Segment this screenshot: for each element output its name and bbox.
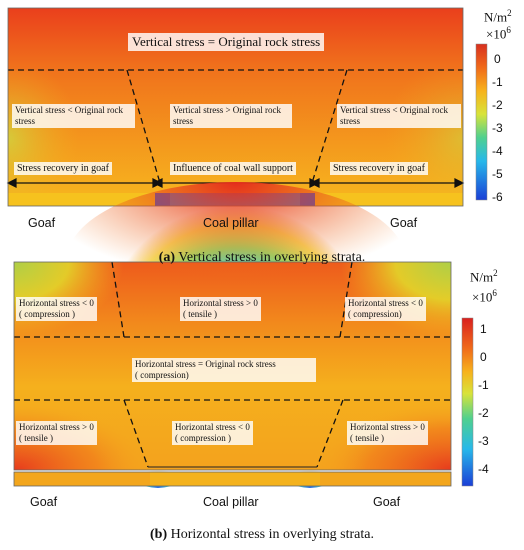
panel-b-caption: (b) Horizontal stress in overlying strat…	[0, 527, 524, 543]
panel-b-unit-text: N/m	[470, 269, 494, 285]
panel-b-dashed-lines	[14, 261, 451, 468]
panel-b-tick: -1	[478, 378, 489, 392]
panel-b-zone-tr-line1: Horizontal stress < 0	[348, 298, 423, 308]
panel-a-tick: -1	[492, 75, 503, 89]
panel-b-zone-br-line1: Horizontal stress > 0	[350, 422, 425, 432]
panel-b-zone-br: Horizontal stress > 0( tensile )	[347, 421, 428, 445]
panel-b-zone-tr: Horizontal stress < 0( compression)	[345, 297, 426, 321]
panel-a-arrow-center-label: Influence of coal wall support	[170, 162, 296, 175]
panel-b-zone-tc-line2: ( tensile )	[183, 309, 217, 319]
panel-b-zone-tc-line1: Horizontal stress > 0	[183, 298, 258, 308]
panel-b-goaf-left: Goaf	[30, 495, 58, 509]
panel-a-tick: -3	[492, 121, 503, 135]
panel-a-colorbar-scale: ×106	[486, 25, 511, 42]
panel-b-zone-tl-line2: ( compression )	[19, 309, 75, 319]
panel-b-zone-bl-line1: Horizontal stress > 0	[19, 422, 94, 432]
panel-a-title-label: Vertical stress = Original rock stress	[128, 33, 325, 51]
panel-b-tick: -2	[478, 406, 489, 420]
panel-a-goaf-left: Goaf	[28, 216, 56, 230]
panel-b-coal-pillar: Coal pillar	[203, 495, 259, 509]
panel-a-caption-tag: (a)	[158, 250, 176, 265]
panel-a-caption: (a) Vertical stress in overlying strata.	[0, 250, 524, 266]
panel-b-zone-mid-line2: ( compression)	[135, 370, 189, 380]
panel-a-tick: 0	[494, 52, 501, 66]
panel-a-tick: -2	[492, 98, 503, 112]
panel-a-unit-sup: 2	[507, 8, 512, 18]
panel-a-tick: -5	[492, 167, 503, 181]
panel-a-caption-text: Vertical stress in overlying strata.	[175, 250, 366, 265]
panel-a-scale-sup: 6	[506, 25, 511, 35]
panel-b-tick: -4	[478, 462, 489, 476]
panel-b-zone-bc-line1: Horizontal stress < 0	[175, 422, 250, 432]
panel-b-scale-text: ×10	[472, 289, 493, 305]
panel-b-zone-bc: Horizontal stress < 0( compression )	[172, 421, 253, 445]
panel-b-tick: 1	[480, 322, 487, 336]
panel-a-dashed-lines	[8, 69, 463, 184]
panel-a-tick: -4	[492, 144, 503, 158]
panel-a-coal-pillar: Coal pillar	[203, 216, 259, 230]
panel-b-caption-text: Horizontal stress in overlying strata.	[167, 527, 374, 542]
panel-b-colorbar	[461, 317, 474, 487]
panel-a-scale-text: ×10	[486, 26, 507, 42]
panel-a-goaf-right: Goaf	[390, 216, 418, 230]
panel-b-zone-bl-line2: ( tensile )	[19, 433, 53, 443]
panel-a-arrow-right-label: Stress recovery in goaf	[330, 162, 428, 175]
panel-a-colorbar	[475, 43, 488, 201]
panel-b-border	[13, 261, 452, 471]
panel-b-tick: 0	[480, 350, 487, 364]
panel-a-zone-left: Vertical stress < Original rock stress	[12, 104, 135, 128]
panel-b-zone-tl: Horizontal stress < 0( compression )	[16, 297, 97, 321]
panel-b-colorbar-scale: ×106	[472, 288, 497, 305]
panel-b-strip-border	[13, 471, 452, 487]
panel-b-zone-mid: Horizontal stress = Original rock stress…	[132, 358, 316, 382]
panel-b-zone-mid-line1: Horizontal stress = Original rock stress	[135, 359, 276, 369]
panel-b-zone-tr-line2: ( compression)	[348, 309, 402, 319]
panel-b-zone-br-line2: ( tensile )	[350, 433, 384, 443]
panel-b-zone-bc-line2: ( compression )	[175, 433, 231, 443]
panel-a-arrow-left-label: Stress recovery in goaf	[14, 162, 112, 175]
panel-b-tick: -3	[478, 434, 489, 448]
panel-a-zone-right: Vertical stress < Original rock stress	[337, 104, 461, 128]
panel-a-zone-center: Vertical stress > Original rock stress	[170, 104, 292, 128]
panel-a-colorbar-unit: N/m2	[484, 8, 512, 25]
panel-b-colorbar-unit: N/m2	[470, 268, 498, 285]
panel-b-zone-bl: Horizontal stress > 0( tensile )	[16, 421, 97, 445]
panel-b-scale-sup: 6	[492, 288, 497, 298]
panel-a-unit-text: N/m	[484, 9, 508, 25]
panel-b-goaf-right: Goaf	[373, 495, 401, 509]
panel-b-zone-tl-line1: Horizontal stress < 0	[19, 298, 94, 308]
panel-b-unit-sup: 2	[493, 268, 498, 278]
panel-b-caption-tag: (b)	[150, 527, 168, 542]
panel-a-tick: -6	[492, 190, 503, 204]
panel-b-zone-tc: Horizontal stress > 0( tensile )	[180, 297, 261, 321]
